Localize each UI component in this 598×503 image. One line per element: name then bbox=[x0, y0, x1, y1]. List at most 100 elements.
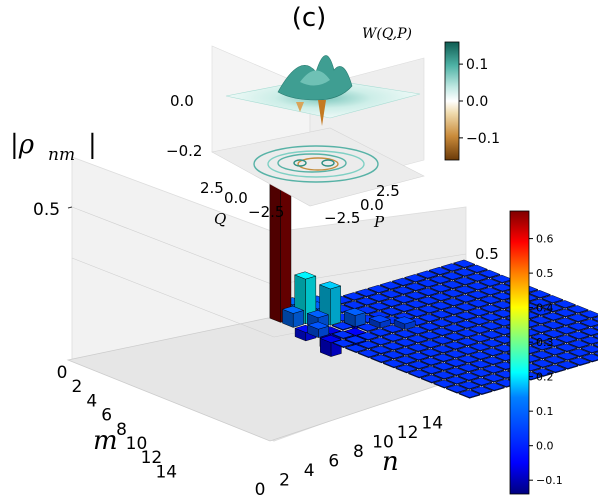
bar-m0-n12 bbox=[416, 270, 439, 280]
bar-face-top bbox=[593, 351, 598, 356]
bar-m11-n6 bbox=[481, 347, 504, 357]
bar-face-top bbox=[357, 349, 380, 358]
bar-face-front bbox=[330, 285, 341, 326]
bar-face-top bbox=[480, 313, 502, 322]
bar-face-top bbox=[429, 275, 451, 284]
inset-q-tick-0: 2.5 bbox=[200, 179, 224, 197]
z-tick-left: 0.5 bbox=[33, 200, 60, 220]
bar-face-top bbox=[418, 322, 441, 331]
bar-face-top bbox=[544, 364, 566, 373]
bar-face-top bbox=[381, 324, 404, 333]
bar-m12-n11 bbox=[555, 334, 578, 344]
bar-face-top bbox=[417, 287, 439, 296]
main-colorbar: 0.6 0.5 0.4 0.3 0.2 0.1 0.0 −0.1 bbox=[509, 210, 563, 495]
bar-face-top bbox=[593, 343, 598, 347]
bar-face-top bbox=[307, 310, 329, 318]
bar-face-top bbox=[416, 270, 439, 279]
bar-face-top bbox=[443, 324, 466, 332]
main-colorbar-gradient bbox=[509, 210, 530, 495]
bar-face-top bbox=[405, 300, 428, 309]
bar-face-top bbox=[479, 287, 501, 295]
bar-face-top bbox=[579, 318, 598, 327]
bar-m14-n2 bbox=[470, 377, 493, 387]
bar-face-top bbox=[457, 363, 480, 372]
bar-face-top bbox=[379, 281, 402, 290]
bar-face-top bbox=[581, 353, 598, 362]
bar-face-top bbox=[556, 352, 578, 361]
bar-m9-n5 bbox=[444, 341, 466, 351]
bar-face-top bbox=[529, 298, 551, 307]
inset-wigner: 0.0 −0.2 2.5 0.0 −2.5 −2.5 0.0 2.5 Q P W… bbox=[166, 26, 425, 231]
inset-colorbar-tick-label: 0.1 bbox=[466, 57, 488, 73]
bar-face-top bbox=[405, 308, 428, 317]
bar-face-top bbox=[481, 330, 503, 339]
bar-m9-n4 bbox=[432, 345, 454, 354]
bar-face-top bbox=[393, 303, 415, 312]
bar-m2-n7 bbox=[380, 298, 403, 308]
bar-face-top bbox=[419, 339, 442, 348]
bar-face-top bbox=[543, 338, 565, 347]
bar-face-top bbox=[466, 282, 489, 290]
m-tick-label: 0 bbox=[57, 363, 68, 383]
bar-face-top bbox=[443, 315, 465, 324]
bar-m2-n12 bbox=[441, 280, 464, 290]
bar-face-top bbox=[453, 268, 476, 277]
z-axis-label: |ρ nm | bbox=[10, 130, 97, 165]
bar-m10-n1 bbox=[407, 360, 430, 370]
bar-face-top bbox=[380, 298, 403, 307]
bar-face-top bbox=[592, 325, 598, 330]
bar-face-top bbox=[441, 271, 464, 280]
bar-m13-n9 bbox=[543, 347, 566, 356]
bar-face-top bbox=[454, 277, 476, 285]
bar-face-top bbox=[394, 338, 417, 347]
panel-label: (c) bbox=[292, 3, 327, 33]
bar-m4-n3 bbox=[356, 323, 379, 333]
bar-face-top bbox=[382, 350, 405, 359]
bar-m3-n3 bbox=[344, 307, 366, 327]
bar-m13-n3 bbox=[470, 368, 492, 378]
m-axis-label: m bbox=[93, 426, 118, 456]
bar-m4-n13 bbox=[479, 287, 501, 296]
bar-m6-n4 bbox=[394, 329, 416, 339]
bar-m9-n6 bbox=[456, 337, 479, 347]
bar-m8-n14 bbox=[541, 303, 564, 313]
bar-face-top bbox=[457, 372, 480, 381]
bar-m14-n3 bbox=[482, 373, 505, 383]
bar-m4-n0 bbox=[320, 335, 342, 357]
bar-m11-n1 bbox=[420, 366, 443, 375]
bar-m8-n6 bbox=[443, 332, 466, 342]
bar-m6-n9 bbox=[455, 311, 478, 321]
bar-m6-n15 bbox=[528, 290, 551, 299]
bar-face-top bbox=[531, 359, 554, 368]
bar-m5-n2 bbox=[357, 332, 379, 341]
bar-m15-n1 bbox=[470, 386, 493, 395]
bar-m2-n8 bbox=[392, 295, 415, 304]
bar-m1-n7 bbox=[367, 293, 390, 303]
bar-m4-n4 bbox=[369, 314, 391, 329]
bar-face-top bbox=[331, 321, 354, 330]
bar-face-top bbox=[482, 365, 505, 374]
bar-face-top bbox=[332, 330, 354, 339]
bar-face-top bbox=[307, 321, 330, 330]
bar-m2-n11 bbox=[429, 284, 452, 293]
inset-floor-pane bbox=[211, 127, 425, 207]
bar-face-top bbox=[479, 295, 502, 304]
bar-m8-n0 bbox=[370, 354, 393, 364]
bar-m8-n8 bbox=[468, 325, 491, 335]
bar-face-top bbox=[319, 281, 341, 290]
bar-face-top bbox=[444, 341, 466, 350]
bar-face-top bbox=[478, 269, 501, 278]
bar-face-top bbox=[465, 264, 488, 273]
z-tick-line bbox=[67, 206, 73, 209]
bar-face-top bbox=[528, 290, 551, 298]
bar-face-top bbox=[556, 360, 579, 369]
bar-face-top bbox=[541, 303, 564, 312]
bar-face-top bbox=[332, 339, 355, 348]
inset-q-axis-label: Q bbox=[214, 210, 226, 228]
z-tick-right: 0.5 bbox=[475, 245, 499, 263]
bar-m9-n8 bbox=[481, 330, 503, 340]
bar-face-top bbox=[532, 368, 554, 376]
bar-face-top bbox=[407, 352, 430, 361]
inset-p-tick-1: 0.0 bbox=[360, 196, 384, 214]
